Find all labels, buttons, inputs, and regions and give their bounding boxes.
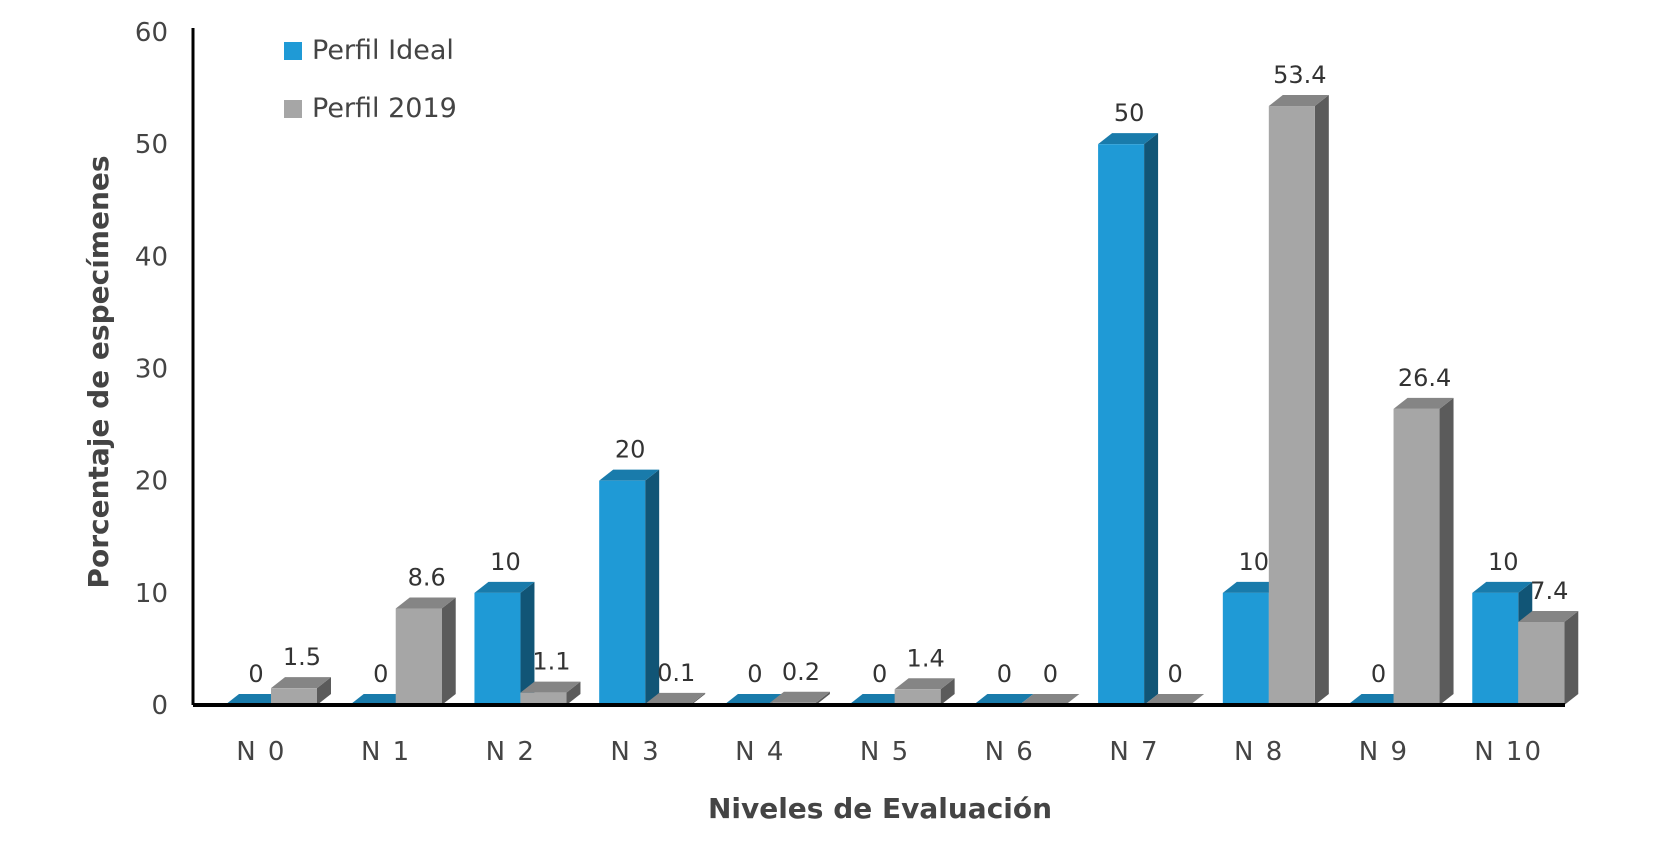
value-label: 0: [373, 660, 388, 688]
y-tick-labels: 0 10 20 30 40 50 60: [135, 18, 168, 721]
y-tick-label: 10: [135, 579, 168, 609]
value-label: 20: [615, 436, 646, 464]
bar-perfil-2019-n7: [1144, 694, 1205, 705]
bar-perfil-2019-n1: [395, 597, 456, 705]
value-label: 1.1: [532, 648, 570, 676]
x-tick-label: N 2: [486, 737, 536, 767]
value-label: 0: [747, 660, 762, 688]
bar-perfil-2019-n8: [1268, 95, 1329, 705]
value-label: 10: [1488, 548, 1519, 576]
legend-swatch: [284, 100, 302, 118]
bar-perfil-2019-n6: [1019, 694, 1080, 705]
x-axis-title: Niveles de Evaluación: [708, 792, 1052, 825]
x-tick-label: N 7: [1109, 737, 1159, 767]
axes-layer: [191, 28, 1565, 707]
legend-label: Perfil Ideal: [312, 35, 454, 66]
x-tick-label: N 1: [361, 737, 411, 767]
bar-perfil-2019-n5: [894, 678, 955, 705]
bar-perfil-2019-n10: [1518, 610, 1579, 705]
value-label: 0: [248, 660, 263, 688]
x-tick-labels: N 0 N 1 N 2 N 3 N 4 N 5 N 6 N 7 N 8 N 9 N 10: [236, 737, 1543, 767]
legend-item: Perfil Ideal: [284, 35, 454, 66]
x-tick-label: N 4: [735, 737, 785, 767]
bar-perfil-2019-n0: [271, 677, 331, 705]
bars-layer: [225, 95, 1579, 705]
bar-perfil-2019-n9: [1393, 397, 1454, 705]
value-label: 26.4: [1398, 364, 1451, 392]
value-label: 7.4: [1530, 577, 1568, 605]
value-label: 0.2: [782, 658, 820, 686]
legend-label: Perfil 2019: [312, 93, 457, 124]
value-label: 10: [1239, 548, 1270, 576]
bar-perfil-ideal-n7: [1098, 133, 1159, 705]
bar-perfil-ideal-n1: [349, 694, 410, 705]
bar-perfil-ideal-n0: [225, 694, 285, 705]
value-label: 0: [1043, 660, 1058, 688]
bar-perfil-ideal-n10: [1472, 581, 1533, 705]
value-labels-layer: 0 1.5 0 8.6 10 1.1 20 0.1 0 0.2 0 1.4 0 0 50 0 10 53.4 0 26…: [248, 61, 1568, 688]
value-label: 8.6: [408, 564, 446, 592]
legend-swatch: [284, 42, 302, 60]
value-label: 0: [872, 660, 887, 688]
value-label: 53.4: [1273, 61, 1326, 89]
value-label: 50: [1114, 99, 1145, 127]
x-tick-label: N 3: [610, 737, 660, 767]
x-tick-label: N 5: [860, 737, 910, 767]
legend-item: Perfil 2019: [284, 93, 457, 124]
bar-perfil-ideal-n9: [1347, 694, 1408, 705]
bar-perfil-ideal-n5: [848, 694, 909, 705]
value-label: 1.4: [907, 644, 945, 672]
y-tick-label: 0: [151, 691, 168, 721]
bar-perfil-2019-n2: [520, 681, 581, 705]
x-tick-label: N 0: [236, 737, 286, 767]
y-axis-title: Porcentaje de especímenes: [82, 155, 115, 588]
x-tick-label: N 9: [1359, 737, 1409, 767]
y-tick-label: 50: [135, 130, 168, 160]
y-tick-label: 30: [135, 355, 168, 385]
value-label: 1.5: [283, 643, 321, 671]
value-label: 0: [1371, 660, 1386, 688]
y-tick-label: 20: [135, 467, 168, 497]
bar-perfil-ideal-n4: [723, 694, 784, 705]
value-label: 10: [490, 548, 521, 576]
value-label: 0.1: [657, 659, 695, 687]
bar-perfil-ideal-n6: [973, 694, 1034, 705]
legend: Perfil Ideal Perfil 2019: [284, 35, 457, 124]
value-label: 0: [1167, 660, 1182, 688]
y-tick-label: 60: [135, 18, 168, 48]
bar-perfil-ideal-n3: [599, 469, 660, 705]
value-label: 0: [997, 660, 1012, 688]
bar-perfil-ideal-n2: [474, 581, 535, 705]
x-tick-label: N 6: [985, 737, 1035, 767]
x-tick-label: N 8: [1234, 737, 1284, 767]
x-tick-label: N 10: [1474, 737, 1543, 767]
y-tick-label: 40: [135, 242, 168, 272]
